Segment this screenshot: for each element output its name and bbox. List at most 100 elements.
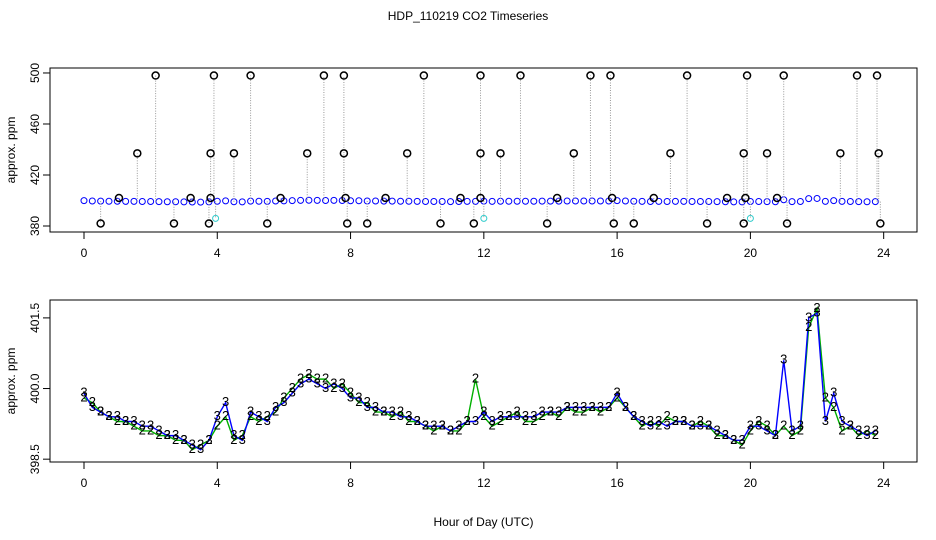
point-marker: 2: [863, 422, 870, 437]
point: [402, 149, 412, 158]
point-marker: 3: [630, 408, 637, 423]
point-marker: 2: [264, 408, 271, 423]
point-marker: 3: [680, 413, 687, 428]
point-marker: 2: [472, 371, 479, 386]
point-marker: 2: [855, 427, 862, 442]
point: [521, 197, 529, 205]
point-marker: 3: [264, 413, 271, 428]
point-marker: 3: [580, 399, 587, 414]
point-marker: 2: [738, 436, 745, 451]
point-marker: 3: [230, 427, 237, 442]
point-marker: 2: [772, 427, 779, 442]
x-tick-label: 20: [744, 476, 758, 490]
point-marker: 2: [613, 389, 620, 404]
point-marker: 3: [397, 408, 404, 423]
y-tick-label: 420: [28, 165, 42, 185]
point-marker: 3: [539, 404, 546, 419]
point: [476, 149, 485, 158]
point-marker: 2: [730, 432, 737, 447]
point-marker: 3: [622, 399, 629, 414]
point: [313, 196, 321, 204]
point: [838, 197, 846, 205]
point-marker: 3: [572, 399, 579, 414]
point-marker: 2: [589, 399, 596, 414]
point: [255, 197, 263, 205]
point: [607, 193, 617, 203]
point: [397, 197, 405, 205]
point-marker: 2: [747, 422, 754, 437]
point-marker: 2: [105, 408, 112, 423]
point-marker: 3: [430, 418, 437, 433]
point: [114, 193, 124, 203]
point: [436, 219, 445, 228]
point: [330, 196, 338, 204]
point: [130, 197, 138, 205]
point-marker: 3: [797, 418, 804, 433]
point: [505, 197, 513, 205]
point: [788, 198, 796, 206]
point: [476, 193, 485, 203]
x-tick-label: 0: [81, 246, 88, 260]
point-marker: 3: [222, 394, 229, 409]
point: [96, 219, 105, 228]
point-marker: 2: [597, 404, 604, 419]
x-tick-label: 8: [347, 246, 354, 260]
point: [796, 198, 804, 206]
point: [596, 197, 604, 205]
point: [696, 198, 704, 206]
point-marker: 2: [255, 413, 262, 428]
point-marker: 3: [722, 427, 729, 442]
x-tick-label: 0: [81, 476, 88, 490]
point: [447, 198, 455, 206]
y-tick-label: 460: [28, 114, 42, 134]
point: [186, 193, 195, 203]
point-marker: 3: [755, 418, 762, 433]
point-marker: 2: [155, 427, 162, 442]
point: [746, 214, 754, 222]
point-marker: 3: [705, 418, 712, 433]
point-marker: 3: [330, 375, 337, 390]
point: [322, 197, 330, 205]
point: [663, 198, 671, 206]
point: [722, 193, 732, 203]
point-marker: 2: [380, 404, 387, 419]
point-marker: 3: [663, 418, 670, 433]
x-tick-label: 24: [877, 246, 891, 260]
point: [209, 71, 219, 80]
point: [852, 71, 862, 80]
point-marker: 3: [347, 389, 354, 404]
point-marker: 2: [555, 408, 562, 423]
point-marker: 3: [497, 408, 504, 423]
point: [705, 198, 713, 206]
x-axis-label: Hour of Day (UTC): [433, 515, 533, 529]
point: [80, 197, 88, 205]
y-axis-label: approx. ppm: [4, 348, 18, 415]
point-marker: 3: [105, 408, 112, 423]
point-marker: 2: [480, 408, 487, 423]
point: [688, 198, 696, 206]
point: [580, 197, 588, 205]
point-marker: 2: [822, 389, 829, 404]
point: [172, 198, 180, 206]
point-marker: 3: [605, 399, 612, 414]
point: [621, 197, 629, 205]
point-marker: 3: [155, 422, 162, 437]
point-marker: 2: [697, 413, 704, 428]
point-marker: 2: [489, 418, 496, 433]
point-marker: 2: [114, 413, 121, 428]
point: [779, 71, 788, 80]
point-marker: 2: [330, 380, 337, 395]
point-marker: 2: [314, 371, 321, 386]
point: [297, 196, 305, 204]
point-marker: 2: [239, 427, 246, 442]
point: [629, 219, 639, 228]
point-marker: 2: [147, 422, 154, 437]
point-marker: 2: [655, 418, 662, 433]
point-marker: 3: [180, 432, 187, 447]
point-marker: 3: [447, 422, 454, 437]
point-marker: 2: [389, 408, 396, 423]
point-marker: 2: [797, 422, 804, 437]
point-marker: 2: [372, 404, 379, 419]
y-axis-label: approx. ppm: [4, 117, 18, 184]
point: [246, 71, 255, 80]
